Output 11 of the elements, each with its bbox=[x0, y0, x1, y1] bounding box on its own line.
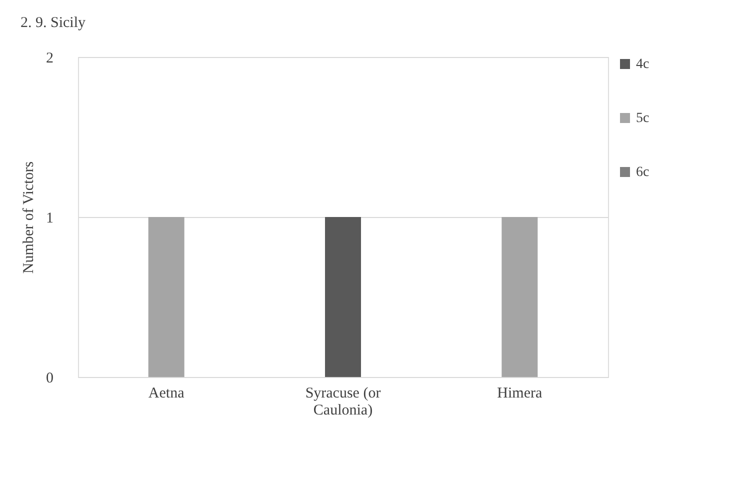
x-tick-label: Himera bbox=[497, 386, 542, 402]
y-tick-label: 0 bbox=[46, 370, 54, 386]
x-tick-label: Aetna bbox=[148, 386, 185, 402]
legend-label: 6c bbox=[636, 165, 650, 180]
x-tick-label: Syracuse (or Caulonia) bbox=[305, 386, 381, 418]
y-axis-title: Number of Victors bbox=[21, 161, 37, 274]
y-tick-label: 1 bbox=[46, 210, 54, 226]
legend-label: 5c bbox=[636, 111, 650, 126]
legend-label: 4c bbox=[636, 57, 650, 72]
y-tick-label: 2 bbox=[46, 50, 54, 66]
chart-title: 2. 9. Sicily bbox=[20, 15, 86, 31]
